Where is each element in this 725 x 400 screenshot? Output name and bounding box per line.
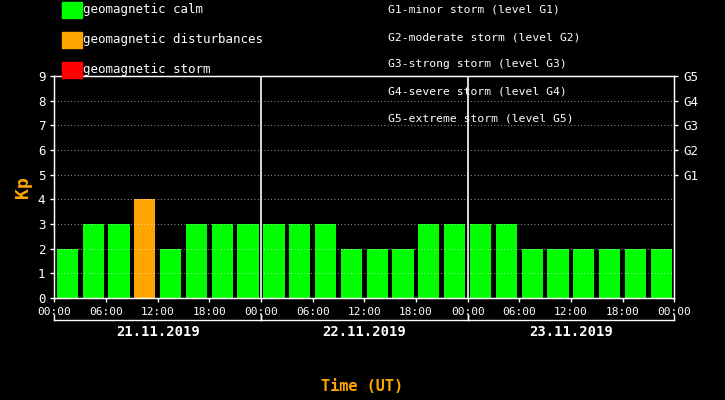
Text: 21.11.2019: 21.11.2019 <box>116 325 199 339</box>
Bar <box>108 224 130 298</box>
Bar <box>238 224 259 298</box>
Bar <box>599 249 621 298</box>
Bar <box>57 249 78 298</box>
Text: G2-moderate storm (level G2): G2-moderate storm (level G2) <box>388 32 581 42</box>
Bar <box>212 224 233 298</box>
Bar <box>573 249 594 298</box>
Bar <box>341 249 362 298</box>
Text: 23.11.2019: 23.11.2019 <box>529 325 613 339</box>
Bar <box>470 224 491 298</box>
Text: geomagnetic calm: geomagnetic calm <box>83 4 204 16</box>
Bar <box>186 224 207 298</box>
Bar <box>547 249 568 298</box>
Bar <box>496 224 517 298</box>
Text: G3-strong storm (level G3): G3-strong storm (level G3) <box>388 60 567 70</box>
Bar <box>625 249 646 298</box>
Bar <box>392 249 414 298</box>
Bar <box>651 249 672 298</box>
Bar <box>289 224 310 298</box>
Bar <box>263 224 284 298</box>
Text: geomagnetic disturbances: geomagnetic disturbances <box>83 34 263 46</box>
Text: G5-extreme storm (level G5): G5-extreme storm (level G5) <box>388 114 573 124</box>
Bar <box>521 249 543 298</box>
Text: G4-severe storm (level G4): G4-severe storm (level G4) <box>388 87 567 97</box>
Bar <box>315 224 336 298</box>
Bar <box>83 224 104 298</box>
Y-axis label: Kp: Kp <box>14 176 33 198</box>
Text: Time (UT): Time (UT) <box>321 379 404 394</box>
Bar <box>367 249 388 298</box>
Text: 22.11.2019: 22.11.2019 <box>323 325 406 339</box>
Text: geomagnetic storm: geomagnetic storm <box>83 64 211 76</box>
Bar <box>134 199 155 298</box>
Text: G1-minor storm (level G1): G1-minor storm (level G1) <box>388 5 560 15</box>
Bar <box>160 249 181 298</box>
Bar <box>418 224 439 298</box>
Bar <box>444 224 465 298</box>
